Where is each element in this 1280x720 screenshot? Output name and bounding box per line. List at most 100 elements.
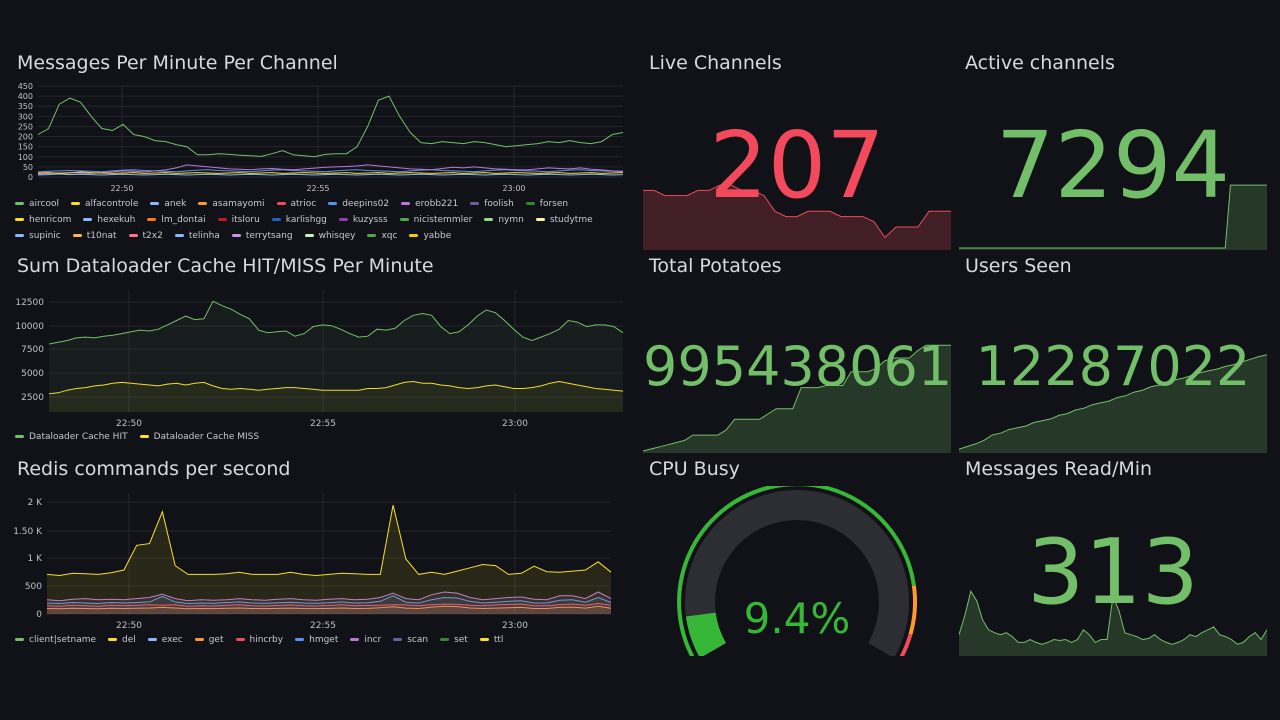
- legend-item[interactable]: studytme: [535, 212, 593, 228]
- legend-label: ttl: [493, 635, 504, 645]
- legend-item[interactable]: t2x2: [128, 228, 163, 244]
- legend-item[interactable]: alfacontrole: [70, 196, 138, 212]
- legend-item[interactable]: scan: [393, 632, 428, 648]
- legend-item[interactable]: karlishgg: [271, 212, 327, 228]
- legend-item[interactable]: forsen: [525, 196, 568, 212]
- legend-item[interactable]: terrytsang: [231, 228, 293, 244]
- panel-cpu-busy[interactable]: CPU Busy 9.4%: [643, 458, 951, 656]
- legend-item[interactable]: telinha: [174, 228, 220, 244]
- legend-item[interactable]: nymn: [484, 212, 524, 228]
- legend-swatch: [484, 218, 494, 221]
- legend-item[interactable]: foolish: [470, 196, 514, 212]
- legend-swatch: [15, 234, 24, 237]
- chart-legend[interactable]: client|setname del exec get hincrby hmget incr…: [15, 632, 515, 648]
- legend-label: anek: [164, 199, 187, 209]
- legend-label: hincrby: [249, 635, 284, 645]
- y-tick-label: 300: [18, 112, 33, 121]
- panel-title: Redis commands per second: [17, 458, 291, 480]
- legend-item[interactable]: atrioc: [276, 196, 316, 212]
- panel-active-channels[interactable]: Active channels 7294: [959, 52, 1267, 250]
- legend-item[interactable]: t10nat: [72, 228, 117, 244]
- legend-item[interactable]: xqc: [367, 228, 397, 244]
- legend-label: nymn: [498, 215, 524, 225]
- panel-title: Total Potatoes: [649, 255, 782, 277]
- panel-live-channels[interactable]: Live Channels 207: [643, 52, 951, 250]
- legend-label: karlishgg: [285, 215, 327, 225]
- legend-item[interactable]: asamayomi: [198, 196, 265, 212]
- panel-messages-per-minute[interactable]: Messages Per Minute Per Channel 450 400 35…: [11, 52, 631, 248]
- legend-item[interactable]: Dataloader Cache HIT: [15, 429, 128, 445]
- x-tick-label: 22:55: [310, 621, 336, 631]
- legend-item[interactable]: set: [440, 632, 468, 648]
- series-line-dataloader-cache-hit: [48, 300, 624, 345]
- panel-messages-read[interactable]: Messages Read/Min 313: [959, 458, 1267, 656]
- legend-item[interactable]: ttl: [479, 632, 504, 648]
- legend-swatch: [217, 218, 227, 221]
- chart-legend[interactable]: aircool alfacontrole anek asamayomi atrioc de…: [15, 196, 625, 244]
- legend-item[interactable]: supinic: [15, 228, 61, 244]
- active-channels-value: 7294: [995, 112, 1231, 219]
- sparkline-line: [959, 589, 1267, 645]
- total-potatoes-value: 995438061: [643, 335, 953, 398]
- legend-item[interactable]: henricom: [15, 212, 71, 228]
- legend-label: scan: [407, 635, 429, 645]
- legend-label: hexekuh: [97, 215, 136, 225]
- panel-redis-commands[interactable]: Redis commands per second 2 K 1.50 K 1 K 50…: [11, 458, 631, 654]
- legend-label: t10nat: [86, 231, 117, 241]
- panel-title: CPU Busy: [649, 458, 740, 480]
- dataloader-chart[interactable]: 12500 10000 7500 5000 2500 22:50 22:55 23:00: [11, 285, 631, 435]
- series-line-erobb221: [37, 164, 624, 175]
- legend-item[interactable]: hincrby: [235, 632, 284, 648]
- series-line-hmget: [46, 595, 612, 605]
- legend-swatch: [479, 638, 489, 641]
- legend-item[interactable]: client|setname: [15, 632, 96, 648]
- legend-label: t2x2: [142, 231, 163, 241]
- legend-item[interactable]: deepins02: [328, 196, 389, 212]
- legend-label: deepins02: [342, 199, 390, 209]
- legend-label: henricom: [29, 215, 72, 225]
- legend-swatch: [235, 638, 245, 641]
- legend-label: kuzysss: [352, 215, 388, 225]
- legend-label: lm_dontai: [161, 215, 206, 225]
- x-tick-label: 23:00: [502, 621, 528, 631]
- legend-item[interactable]: incr: [350, 632, 381, 648]
- sparkline-line: [643, 344, 951, 452]
- y-tick-label: 150: [18, 143, 33, 152]
- legend-swatch: [83, 218, 93, 221]
- legend-swatch: [399, 218, 409, 221]
- legend-label: xqc: [381, 231, 398, 241]
- legend-item[interactable]: exec: [147, 632, 183, 648]
- legend-item[interactable]: hexekuh: [83, 212, 135, 228]
- legend-label: Dataloader Cache HIT: [29, 432, 128, 442]
- panel-dataloader-cache[interactable]: Sum Dataloader Cache HIT/MISS Per Minute…: [11, 255, 631, 451]
- legend-item[interactable]: aircool: [15, 196, 59, 212]
- legend-item[interactable]: kuzysss: [338, 212, 388, 228]
- y-tick-label: 100: [18, 153, 33, 162]
- legend-item[interactable]: nicistemmler: [399, 212, 472, 228]
- legend-label: supinic: [29, 231, 61, 241]
- y-tick-label: 1 K: [28, 554, 44, 564]
- chart-legend[interactable]: Dataloader Cache HIT Dataloader Cache MIS…: [15, 429, 271, 445]
- sparkline-area: [959, 591, 1267, 656]
- legend-swatch: [70, 202, 80, 205]
- x-tick-label: 22:50: [110, 184, 133, 193]
- series-area: [49, 301, 623, 412]
- legend-swatch: [367, 234, 377, 237]
- legend-item[interactable]: del: [108, 632, 136, 648]
- legend-item[interactable]: whisqey: [304, 228, 355, 244]
- legend-item[interactable]: itsloru: [217, 212, 260, 228]
- panel-users-seen[interactable]: Users Seen 12287022: [959, 255, 1267, 453]
- legend-item[interactable]: get: [194, 632, 224, 648]
- x-tick-label: 22:50: [116, 621, 142, 631]
- sparkline-line: [959, 354, 1267, 450]
- legend-item[interactable]: hmget: [295, 632, 338, 648]
- redis-chart[interactable]: 2 K 1.50 K 1 K 500 0 22:50 22:55 23:00: [11, 488, 631, 638]
- legend-item[interactable]: yabbe: [409, 228, 451, 244]
- legend-item[interactable]: Dataloader Cache MISS: [139, 429, 259, 445]
- legend-swatch: [108, 638, 118, 641]
- legend-item[interactable]: lm_dontai: [147, 212, 206, 228]
- panel-total-potatoes[interactable]: Total Potatoes 995438061: [643, 255, 953, 453]
- legend-item[interactable]: erobb221: [401, 196, 458, 212]
- legend-item[interactable]: anek: [150, 196, 186, 212]
